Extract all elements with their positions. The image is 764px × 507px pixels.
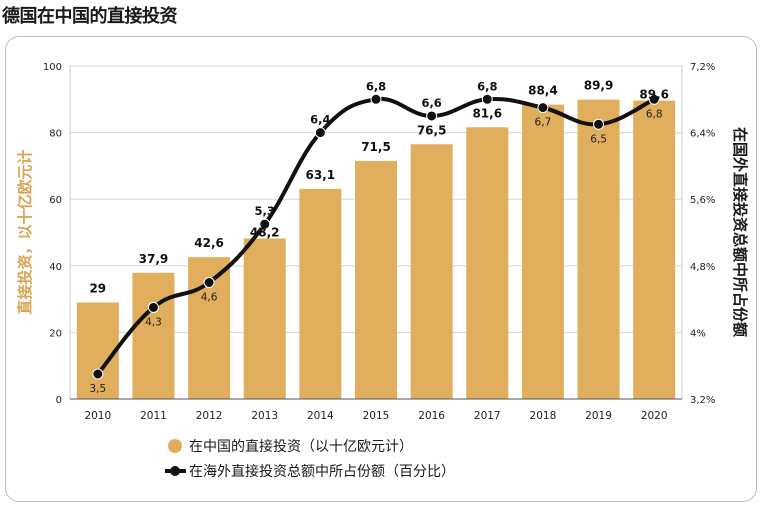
y-tick-left: 40 <box>49 262 62 273</box>
chart-title: 德国在中国的直接投资 <box>2 6 178 27</box>
y-tick-left: 20 <box>49 328 62 339</box>
legend: 在中国的直接投资（以十亿欧元计） 在海外直接投资总额中所占份额（百分比） <box>165 438 455 480</box>
bar-value-label: 42,6 <box>194 236 224 250</box>
line-value-label: 4,3 <box>145 316 162 328</box>
bar-series <box>76 99 676 400</box>
y-tick-right: 7,2% <box>690 62 715 73</box>
bar <box>577 99 620 400</box>
y-tick-left: 80 <box>49 129 62 140</box>
line-point <box>203 276 215 288</box>
bar-value-label: 81,6 <box>472 106 502 120</box>
bar <box>466 127 509 399</box>
bar-value-label: 37,9 <box>139 252 169 266</box>
x-tick: 2016 <box>418 410 445 422</box>
y-tick-left: 0 <box>56 395 62 406</box>
y-tick-right: 5,6% <box>690 195 715 206</box>
line-point <box>92 368 104 380</box>
line-point <box>593 118 605 130</box>
x-tick: 2015 <box>363 410 390 422</box>
x-tick: 2012 <box>196 410 223 422</box>
y-tick-left: 60 <box>49 195 62 206</box>
line-point <box>370 93 382 105</box>
bar-value-label: 29 <box>89 281 106 295</box>
y-axis-label-left: 直接投资，以十亿欧元计 <box>16 149 34 314</box>
bar <box>521 104 564 400</box>
bar <box>410 144 453 399</box>
line-value-label: 6,8 <box>366 79 386 93</box>
y-tick-right: 6,4% <box>690 129 715 140</box>
line-point <box>537 102 549 114</box>
bar <box>243 238 286 399</box>
line-value-label: 5,3 <box>255 204 275 218</box>
y-tick-right: 3,2% <box>690 395 715 406</box>
line-value-label: 6,8 <box>646 108 663 120</box>
legend-line-label: 在海外直接投资总额中所占份额（百分比） <box>189 463 455 480</box>
line-value-label: 6,6 <box>421 96 441 110</box>
bar-value-label: 76,5 <box>417 123 447 137</box>
line-value-label: 4,6 <box>201 291 218 303</box>
bar-value-label: 63,1 <box>306 168 336 182</box>
line-point <box>314 127 326 139</box>
axes: 0 3,2% 20 4% 40 4,8% 60 5,6% 80 6,4% 100 7,2% 2010 20… <box>43 62 716 422</box>
line-point <box>648 93 660 105</box>
bar-value-label: 48,2 <box>250 225 280 239</box>
legend-bar-label: 在中国的直接投资（以十亿欧元计） <box>189 438 413 455</box>
line-value-label: 6,4 <box>310 113 330 127</box>
line-point <box>259 218 271 230</box>
bar <box>355 160 397 399</box>
data-labels: 29 3,5 37,9 4,3 42,6 4,6 48,2 5,3 63,1 6,4 71,5 6,8… <box>89 79 669 395</box>
bar <box>132 272 175 399</box>
x-tick: 2014 <box>307 410 334 422</box>
bar-value-label: 88,4 <box>528 84 558 98</box>
legend-bar-marker <box>168 439 182 453</box>
line-value-label: 6,8 <box>477 79 497 93</box>
line-value-label: 6,7 <box>535 117 552 129</box>
y-tick-right: 4,8% <box>690 262 715 273</box>
x-tick: 2017 <box>474 410 501 422</box>
bar-value-label: 89,6 <box>639 88 669 102</box>
line-point <box>147 301 159 313</box>
legend-line-point <box>170 466 180 476</box>
line-series <box>92 93 660 380</box>
bar <box>76 302 119 399</box>
bar <box>299 188 342 399</box>
line-point <box>481 93 493 105</box>
y-tick-left: 100 <box>43 62 62 73</box>
x-tick: 2019 <box>585 410 612 422</box>
x-tick: 2011 <box>140 410 167 422</box>
x-tick: 2018 <box>530 410 557 422</box>
line-value-label: 3,5 <box>89 383 106 395</box>
line-point <box>426 110 438 122</box>
x-tick: 2013 <box>251 410 278 422</box>
y-axis-label-right: 在国外直接投资总额中所占份额 <box>731 127 749 337</box>
bar-value-label: 71,5 <box>361 140 391 154</box>
chart-frame <box>5 36 757 502</box>
x-tick: 2010 <box>84 410 111 422</box>
y-tick-right: 4% <box>690 328 706 339</box>
bar <box>633 100 676 399</box>
x-tick: 2020 <box>641 410 668 422</box>
bar-value-label: 89,9 <box>584 79 614 93</box>
line-value-label: 6,5 <box>590 133 607 145</box>
